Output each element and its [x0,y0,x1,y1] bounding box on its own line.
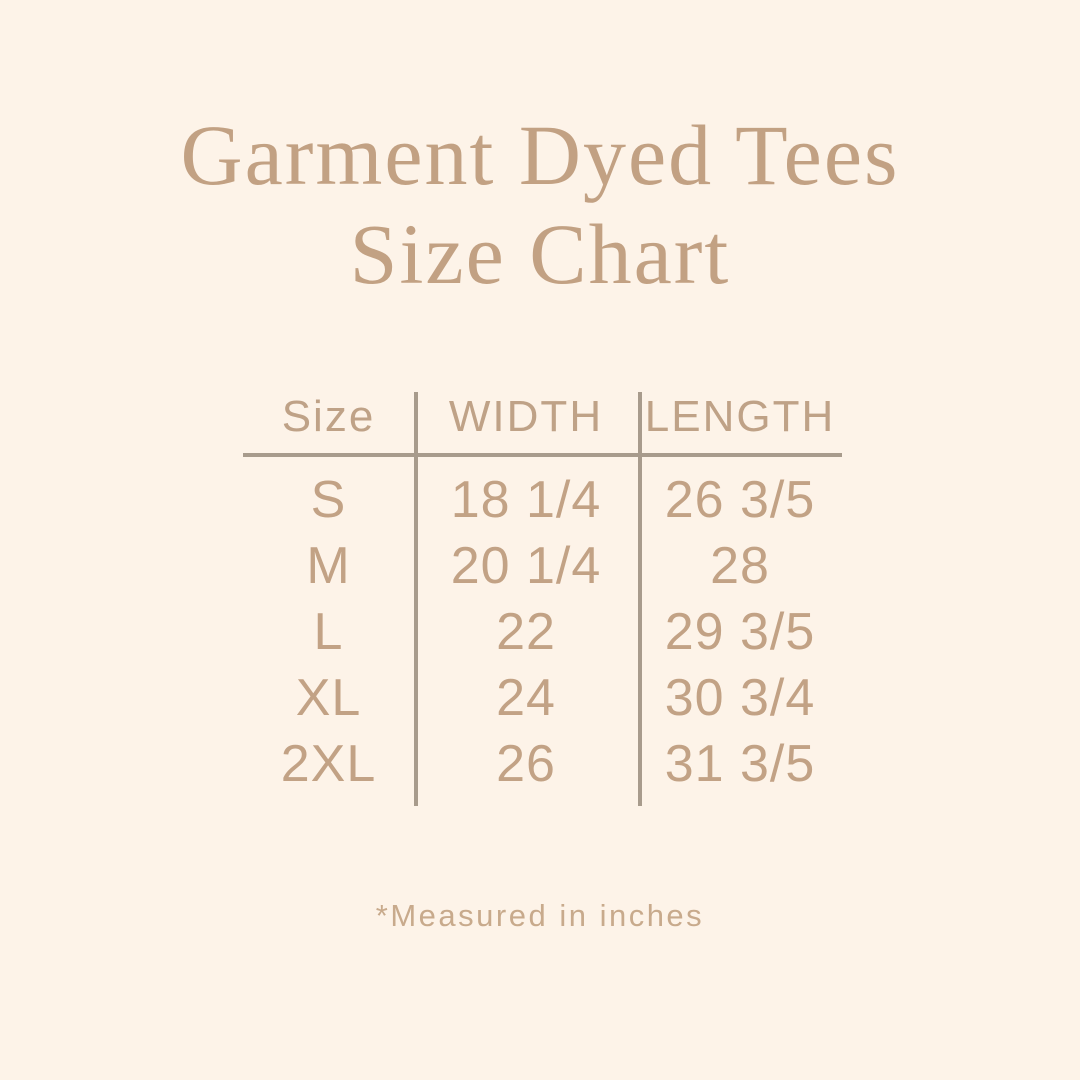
length-value: 28 [710,537,770,595]
column-divider-size-width [414,392,418,806]
table-row-s: S 18 1/4 26 3/5 [243,467,842,533]
title-line-2: Size Chart [349,206,731,302]
size-value: 2XL [280,735,377,793]
table-row-xl: XL 24 30 3/4 [243,665,842,731]
table-header-row: Size WIDTH LENGTH [243,380,842,454]
column-divider-width-length [638,392,642,806]
width-value: 20 1/4 [450,537,602,595]
length-value: 31 3/5 [664,735,816,793]
table-row-2xl: 2XL 26 31 3/5 [243,731,842,797]
table-row-m: M 20 1/4 28 [243,533,842,599]
page-title: Garment Dyed Tees Size Chart [0,106,1080,304]
size-value: XL [295,669,362,727]
width-value: 22 [496,603,556,661]
footnote: *Measured in inches [375,898,705,933]
width-value: 26 [496,735,556,793]
width-value: 24 [496,669,556,727]
size-value: S [310,471,347,529]
header-width: WIDTH [448,392,604,441]
table-row-l: L 22 29 3/5 [243,599,842,665]
length-value: 29 3/5 [664,603,816,661]
width-value: 18 1/4 [450,471,602,529]
size-value: M [306,537,351,595]
size-value: L [313,603,344,661]
header-length: LENGTH [644,392,836,441]
header-divider-line [243,453,842,457]
title-line-1: Garment Dyed Tees [180,107,900,203]
length-value: 26 3/5 [664,471,816,529]
header-size: Size [281,392,376,441]
length-value: 30 3/4 [664,669,816,727]
